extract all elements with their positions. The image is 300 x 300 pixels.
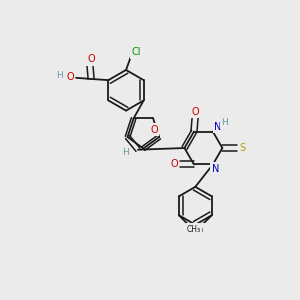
Text: O: O (192, 107, 200, 117)
Text: CH₃: CH₃ (187, 225, 201, 234)
Text: O: O (151, 124, 158, 135)
Text: O: O (87, 54, 95, 64)
Text: N: N (212, 164, 219, 174)
Text: S: S (239, 143, 245, 153)
Text: O: O (170, 159, 178, 170)
Text: Cl: Cl (132, 47, 141, 57)
Text: O: O (67, 72, 74, 82)
Text: CH₃: CH₃ (190, 225, 204, 234)
Text: H: H (122, 148, 129, 157)
Text: N: N (214, 122, 222, 131)
Text: H: H (221, 118, 228, 127)
Text: H: H (56, 71, 63, 80)
